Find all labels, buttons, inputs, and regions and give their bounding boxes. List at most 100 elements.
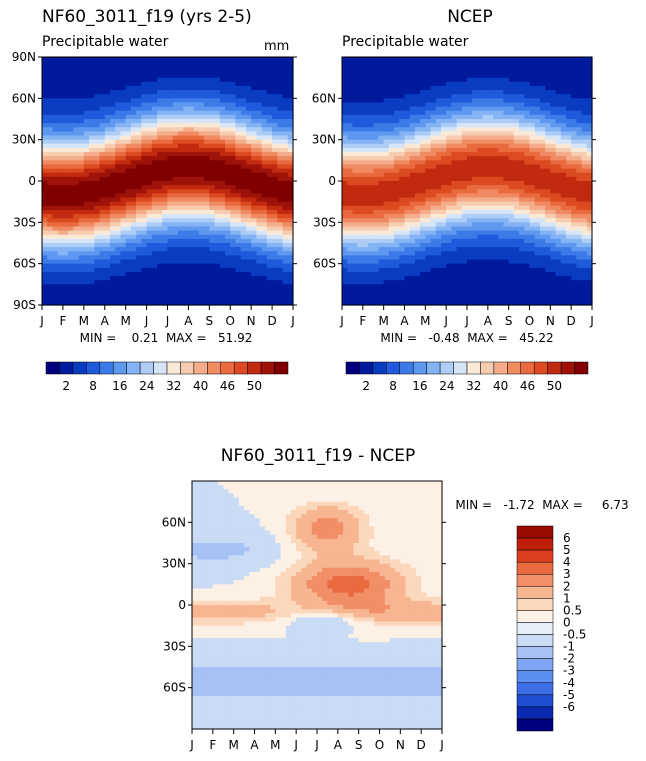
panel1-cell — [272, 280, 278, 285]
panel1-cell — [120, 114, 127, 120]
panel1-cell — [219, 296, 226, 302]
panel2-cell — [487, 189, 494, 194]
panel1-cell — [172, 123, 179, 128]
panel1-cell — [99, 85, 106, 91]
panel2-cell — [440, 94, 447, 99]
panel1-cell — [109, 114, 116, 120]
panel2-cell — [388, 143, 395, 149]
panel2-cell — [576, 106, 583, 112]
panel1-cell — [230, 143, 237, 149]
panel1-cell — [57, 267, 64, 273]
panel2-cell — [534, 119, 541, 124]
panel1-cell — [251, 271, 257, 277]
panel1-cell — [193, 164, 200, 170]
panel1-cell — [94, 209, 101, 215]
panel1-cell — [78, 201, 85, 207]
panel2-cell — [586, 65, 593, 70]
panel1-cell — [167, 259, 174, 265]
panel1-cell — [120, 296, 127, 302]
panel1-cell — [219, 263, 226, 269]
panel2-cell — [498, 218, 505, 223]
panel2-cell — [467, 152, 473, 157]
panel2-cell — [550, 57, 557, 62]
panel1-cell — [198, 156, 205, 161]
panel1-cell — [204, 288, 210, 294]
panel1-cell — [219, 127, 226, 132]
panel1-cell — [240, 218, 247, 223]
panel1-cell — [151, 143, 158, 149]
panel1-cell — [177, 156, 184, 161]
panel1-cell — [115, 238, 122, 244]
panel2-cell — [388, 85, 395, 91]
panel1-cell — [230, 271, 237, 277]
panel1-cell — [198, 94, 205, 99]
panel2-cell — [394, 106, 400, 112]
panel2-cell — [467, 57, 473, 62]
panel2-cell — [425, 176, 432, 182]
panel1-cell — [42, 147, 48, 153]
panel1-cell — [47, 259, 54, 265]
panel1-cell — [57, 230, 64, 236]
panel1-cell — [256, 259, 263, 265]
panel2-cell — [430, 135, 437, 141]
panel1-cell — [115, 172, 122, 178]
panel1-cell — [225, 226, 231, 232]
panel2-cell — [576, 127, 583, 132]
panel1-cell — [42, 139, 48, 145]
panel1-cell — [68, 102, 74, 108]
panel2-cell — [498, 119, 505, 124]
panel1-cell — [219, 85, 226, 91]
panel1-cell — [183, 69, 190, 75]
panel2-cell — [342, 106, 348, 112]
panel1-cell — [225, 222, 231, 228]
panel1-cell — [230, 185, 237, 190]
panel2-cell — [550, 185, 557, 190]
panel2-cell — [519, 197, 525, 203]
panel1-cell — [282, 197, 289, 203]
panel1-cell — [57, 201, 64, 207]
panel2-cell — [383, 81, 390, 87]
panel1-cell — [68, 263, 74, 269]
panel2-cell — [352, 185, 359, 190]
panel2-cell — [451, 209, 458, 215]
panel1-cell — [104, 189, 111, 194]
panel1-cell — [204, 276, 210, 281]
panel2-cell — [487, 172, 494, 178]
panel1-cell — [120, 90, 127, 95]
panel1-cell — [266, 259, 273, 265]
panel1-cell — [42, 292, 48, 298]
panel1-cell — [214, 90, 221, 95]
panel2-cell — [347, 168, 354, 174]
panel1-cell — [104, 139, 111, 145]
panel2-cell — [357, 214, 364, 219]
panel2-cell — [352, 143, 359, 149]
panel1-cell — [115, 218, 122, 223]
panel1-cell — [261, 300, 268, 306]
panel1-cell — [52, 222, 59, 228]
panel2-cell — [539, 73, 546, 79]
panel2-cell — [430, 168, 437, 174]
panel2-cell — [461, 69, 468, 75]
panel2-cell — [347, 127, 354, 132]
panel2-cell — [404, 90, 411, 95]
panel1-cell — [89, 65, 95, 70]
panel1-cell — [172, 201, 179, 207]
panel1-cell — [115, 127, 122, 132]
panel2-cell — [347, 119, 354, 124]
panel3-title: NF60_3011_f19 - NCEP — [221, 446, 416, 466]
panel1-cell — [251, 147, 257, 153]
panel1-cell — [193, 94, 200, 99]
panel1-cell — [151, 119, 158, 124]
panel2-cell — [545, 131, 551, 137]
panel2-cell — [404, 172, 411, 178]
panel1-cell — [214, 106, 221, 112]
panel1-cell — [209, 185, 216, 190]
panel1-cell — [261, 185, 268, 190]
panel1-cell — [198, 218, 205, 223]
panel1-cell — [225, 259, 231, 265]
panel2-cell — [550, 110, 557, 116]
panel2-cell — [347, 135, 354, 141]
panel1-cell — [209, 131, 216, 137]
panel1-cell — [183, 61, 190, 66]
panel1-cell — [261, 263, 268, 269]
